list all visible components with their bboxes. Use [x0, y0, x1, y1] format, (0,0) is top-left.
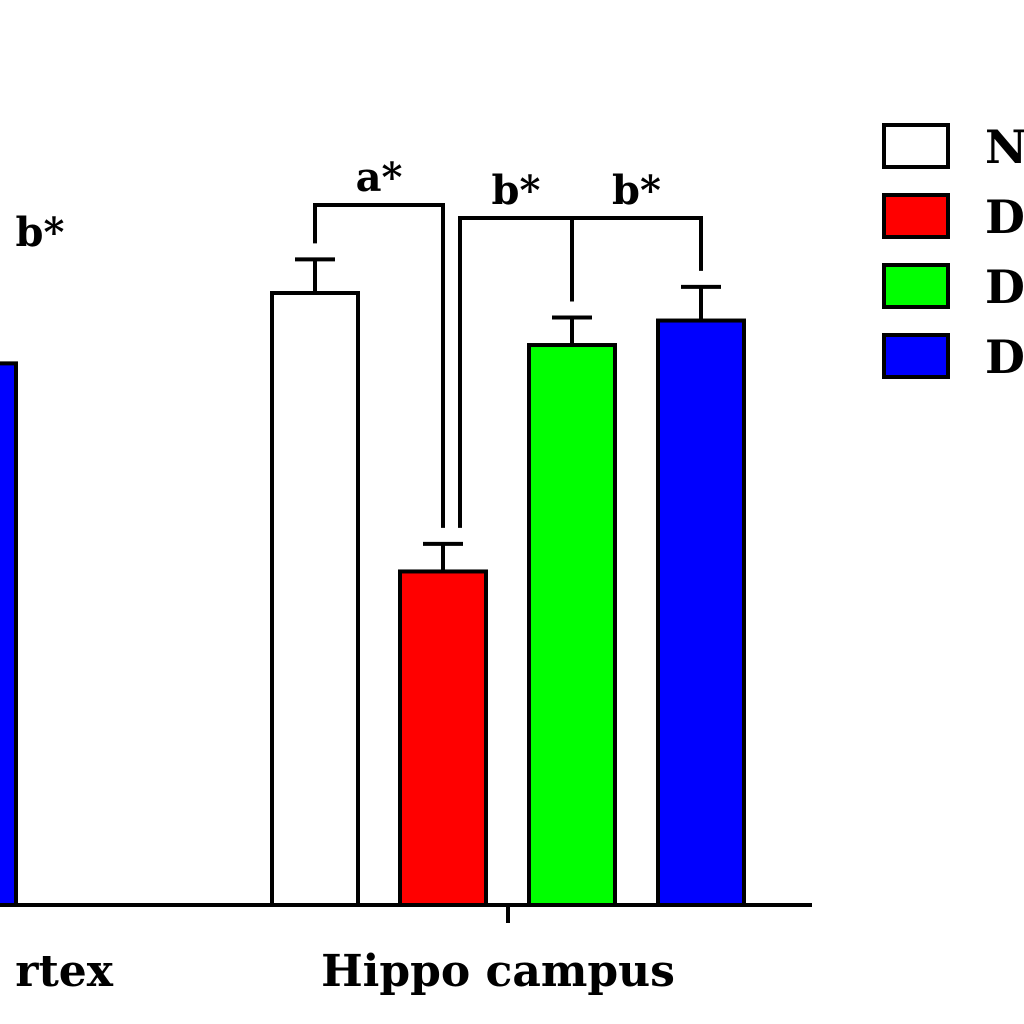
error-bars-layer — [295, 257, 721, 572]
error-bar — [681, 284, 721, 321]
bar-hippocampus-series-1 — [270, 291, 360, 907]
x-axis: rtex Hippo campus — [0, 903, 812, 997]
legend-swatch — [882, 123, 950, 169]
significance-bracket: b* — [570, 167, 703, 302]
significance-label: b* — [612, 167, 661, 214]
bars-layer — [0, 291, 746, 908]
significance-label: b* — [492, 167, 541, 214]
legend-item: N — [882, 120, 1024, 174]
significance-bracket: b* — [16, 209, 65, 256]
legend-label: D — [985, 330, 1024, 384]
significance-label: b* — [16, 209, 65, 256]
x-tick-label: Hippo campus — [321, 946, 675, 997]
bar-hippocampus-series-3 — [527, 343, 617, 907]
significance-label: a* — [356, 154, 403, 201]
legend-swatch — [882, 263, 950, 309]
error-bar — [295, 257, 335, 293]
significance-bracket: a* — [313, 154, 445, 528]
legend-swatch — [882, 333, 950, 379]
x-tick-label: rtex — [15, 946, 114, 997]
error-bar — [423, 541, 463, 572]
bar-hippocampus-series-2 — [398, 569, 488, 908]
error-bar — [552, 315, 592, 346]
bar-hippocampus-series-4 — [656, 318, 746, 908]
legend-item: D — [882, 330, 1024, 384]
bar-cortex-series-4 — [0, 361, 18, 907]
significance-brackets-layer: b* a* b* b* — [16, 154, 703, 528]
legend-item: D — [882, 260, 1024, 314]
legend-label: D — [985, 190, 1024, 244]
legend-label: N — [985, 120, 1024, 174]
legend-swatch — [882, 193, 950, 239]
legend-label: D — [985, 260, 1024, 314]
legend-item: D — [882, 190, 1024, 244]
